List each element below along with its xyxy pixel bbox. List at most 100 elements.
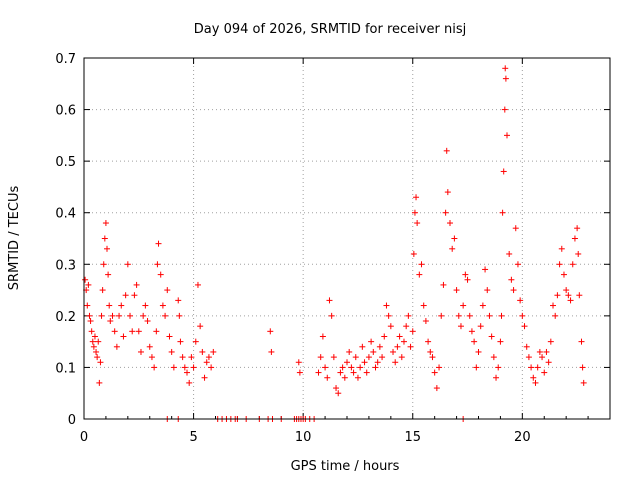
data-point bbox=[352, 354, 359, 361]
data-point bbox=[414, 220, 421, 227]
data-point bbox=[550, 302, 557, 309]
data-point bbox=[105, 271, 112, 278]
data-point bbox=[100, 261, 107, 268]
data-point bbox=[460, 302, 467, 309]
data-point bbox=[427, 348, 434, 355]
data-point bbox=[502, 65, 509, 72]
data-point bbox=[486, 312, 493, 319]
y-tick-label: 0.4 bbox=[55, 207, 76, 222]
data-point bbox=[330, 354, 337, 361]
data-point bbox=[482, 266, 489, 273]
data-point bbox=[374, 359, 381, 366]
y-tick-label: 0.5 bbox=[55, 155, 76, 170]
y-tick-label: 0.6 bbox=[55, 104, 76, 119]
data-point bbox=[575, 250, 582, 257]
data-point bbox=[166, 333, 173, 340]
data-point bbox=[146, 343, 153, 350]
y-axis-label: SRMTID / TECUs bbox=[7, 186, 22, 291]
data-point bbox=[201, 374, 208, 381]
data-point bbox=[392, 359, 399, 366]
data-point bbox=[539, 354, 546, 361]
data-point bbox=[344, 359, 350, 366]
data-point bbox=[407, 343, 414, 350]
data-point bbox=[341, 374, 348, 381]
data-point bbox=[348, 364, 355, 371]
data-point bbox=[162, 312, 169, 319]
data-point bbox=[479, 302, 486, 309]
x-axis-label: GPS time / hours bbox=[291, 459, 400, 474]
data-point bbox=[109, 312, 116, 319]
data-point bbox=[449, 245, 456, 252]
data-point bbox=[137, 348, 144, 355]
data-point bbox=[188, 354, 195, 361]
plot-frame bbox=[83, 57, 611, 420]
y-tick-label: 0.7 bbox=[55, 52, 76, 67]
data-point bbox=[552, 312, 559, 319]
data-point bbox=[199, 348, 206, 355]
data-point bbox=[495, 364, 502, 371]
data-point bbox=[82, 276, 89, 283]
data-point bbox=[528, 364, 535, 371]
data-point bbox=[106, 302, 113, 309]
data-point bbox=[497, 338, 504, 345]
data-point bbox=[473, 364, 480, 371]
data-point bbox=[359, 343, 366, 350]
data-point bbox=[370, 348, 377, 355]
data-point bbox=[410, 250, 417, 257]
data-point bbox=[97, 359, 104, 366]
data-point bbox=[90, 343, 97, 350]
data-point bbox=[451, 235, 458, 242]
data-point bbox=[127, 312, 134, 319]
data-point bbox=[443, 147, 450, 154]
data-point bbox=[484, 287, 491, 294]
data-point bbox=[556, 261, 563, 268]
data-point bbox=[429, 354, 436, 361]
data-point bbox=[142, 302, 149, 309]
data-point bbox=[177, 338, 184, 345]
y-tick-label: 0.2 bbox=[55, 310, 76, 325]
data-point bbox=[184, 369, 191, 376]
data-point bbox=[387, 323, 394, 330]
data-point bbox=[168, 348, 175, 355]
data-point bbox=[203, 359, 210, 366]
data-point bbox=[210, 348, 217, 355]
data-point bbox=[462, 271, 469, 278]
data-point bbox=[490, 354, 497, 361]
data-point bbox=[545, 359, 552, 366]
data-point bbox=[500, 168, 507, 175]
data-point bbox=[508, 276, 515, 283]
data-point bbox=[510, 287, 517, 294]
data-point bbox=[96, 379, 103, 386]
data-point bbox=[179, 354, 186, 361]
data-point bbox=[560, 271, 567, 278]
data-point bbox=[350, 369, 357, 376]
data-point bbox=[268, 348, 275, 355]
data-point bbox=[385, 312, 392, 319]
data-point bbox=[578, 338, 585, 345]
data-point bbox=[155, 240, 162, 247]
data-point bbox=[84, 302, 91, 309]
data-point bbox=[571, 235, 578, 242]
data-point bbox=[159, 302, 166, 309]
x-tick-label: 15 bbox=[404, 430, 421, 445]
data-point bbox=[455, 312, 462, 319]
data-point bbox=[205, 354, 212, 361]
data-point bbox=[94, 354, 101, 361]
data-point bbox=[394, 343, 401, 350]
data-point bbox=[135, 328, 142, 335]
data-point bbox=[543, 348, 550, 355]
data-point bbox=[418, 261, 425, 268]
data-point bbox=[411, 209, 418, 216]
data-point bbox=[144, 318, 151, 325]
data-point bbox=[493, 374, 500, 381]
data-point bbox=[376, 343, 383, 350]
data-point bbox=[133, 281, 140, 288]
data-point bbox=[346, 348, 353, 355]
data-point bbox=[175, 297, 182, 304]
data-point bbox=[499, 209, 506, 216]
y-tick-label: 0.1 bbox=[55, 361, 76, 376]
data-point bbox=[420, 302, 427, 309]
data-point bbox=[372, 364, 379, 371]
data-point bbox=[104, 245, 111, 252]
